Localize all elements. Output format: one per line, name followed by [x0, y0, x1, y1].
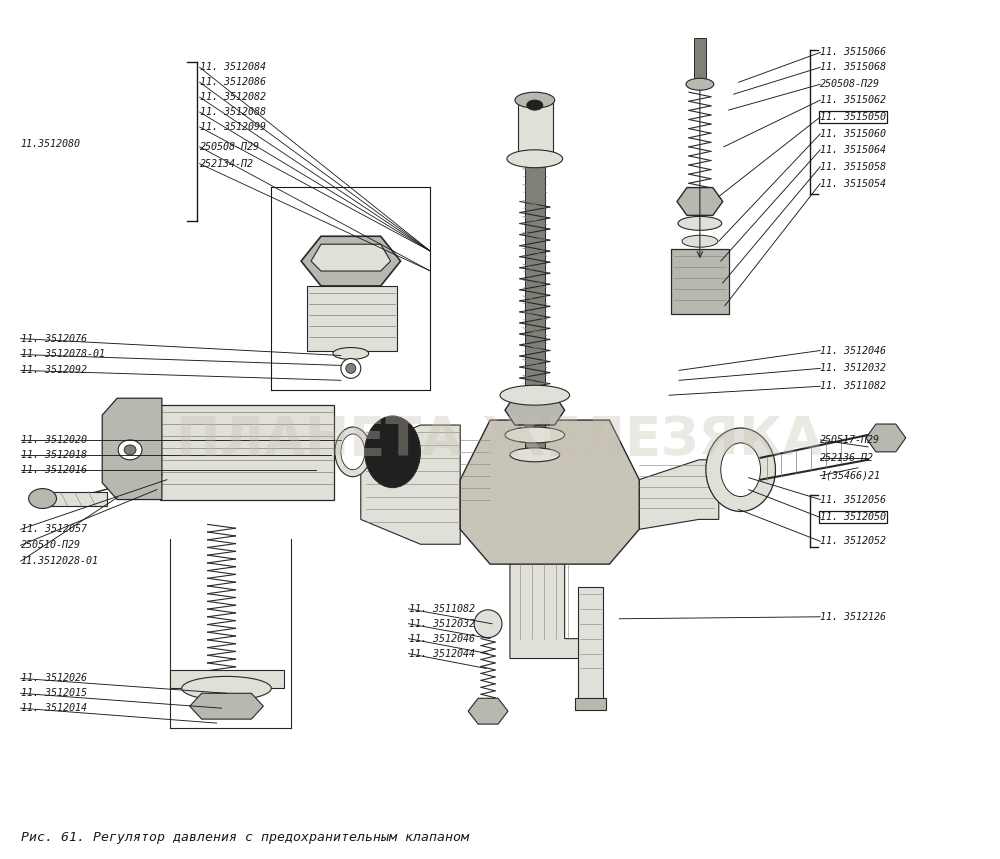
Text: 11. 3512092: 11. 3512092: [21, 365, 87, 375]
Ellipse shape: [474, 610, 502, 637]
Text: 11. 3512015: 11. 3512015: [21, 688, 87, 698]
Text: 11. 3512046: 11. 3512046: [409, 634, 475, 643]
Text: 11. 3515060: 11. 3515060: [820, 129, 886, 139]
Text: 11. 3512026: 11. 3512026: [21, 673, 87, 684]
Text: 252136-П2: 252136-П2: [820, 453, 874, 463]
Text: 11. 3512018: 11. 3512018: [21, 450, 87, 460]
Text: 11. 3512076: 11. 3512076: [21, 333, 87, 344]
Text: 1(35466)21: 1(35466)21: [820, 471, 880, 481]
Text: 11. 3512052: 11. 3512052: [820, 536, 886, 546]
Bar: [578, 587, 603, 701]
Text: 250517-П29: 250517-П29: [820, 435, 880, 445]
Polygon shape: [361, 425, 460, 545]
Polygon shape: [505, 395, 565, 425]
Polygon shape: [102, 399, 162, 500]
Bar: [518, 102, 553, 161]
Text: 11. 3512057: 11. 3512057: [21, 524, 87, 534]
Text: 11. 3512086: 11. 3512086: [200, 77, 266, 88]
Text: 11. 3512082: 11. 3512082: [200, 92, 266, 102]
Text: 11. 3515050: 11. 3515050: [820, 112, 886, 122]
Ellipse shape: [341, 358, 361, 378]
Text: 11. 3512126: 11. 3512126: [820, 612, 886, 622]
Ellipse shape: [721, 443, 761, 497]
Text: 11. 3511082: 11. 3511082: [409, 604, 475, 614]
Text: 11. 3515064: 11. 3515064: [820, 145, 886, 155]
Ellipse shape: [682, 235, 718, 247]
Ellipse shape: [686, 78, 714, 90]
Text: 11. 3515062: 11. 3515062: [820, 95, 886, 105]
Text: 11. 3512056: 11. 3512056: [820, 495, 886, 504]
Bar: [694, 38, 706, 82]
Ellipse shape: [510, 448, 560, 462]
Text: 11. 3512020: 11. 3512020: [21, 435, 87, 445]
Polygon shape: [866, 424, 906, 452]
Text: 11. 3512032: 11. 3512032: [409, 618, 475, 629]
Polygon shape: [468, 698, 508, 724]
Text: 11. 3512032: 11. 3512032: [820, 363, 886, 374]
Polygon shape: [639, 460, 719, 529]
Ellipse shape: [346, 363, 356, 374]
Ellipse shape: [29, 489, 56, 509]
Polygon shape: [190, 693, 263, 719]
Ellipse shape: [182, 676, 271, 700]
Text: 250508-П29: 250508-П29: [200, 142, 260, 152]
Text: 11. 3512046: 11. 3512046: [820, 345, 886, 356]
Ellipse shape: [515, 92, 555, 108]
Text: ПЛАНЕТА ЖЕЛЕЗЯКА: ПЛАНЕТА ЖЕЛЕЗЯКА: [176, 414, 824, 466]
Text: 11. 3512016: 11. 3512016: [21, 465, 87, 475]
Ellipse shape: [335, 427, 371, 477]
Bar: [43, 491, 107, 505]
Bar: [671, 249, 729, 314]
Ellipse shape: [124, 445, 136, 454]
Ellipse shape: [341, 434, 365, 470]
Text: 11. 3512099: 11. 3512099: [200, 122, 266, 132]
Ellipse shape: [505, 427, 565, 443]
Text: 11. 3511082: 11. 3511082: [820, 381, 886, 392]
Ellipse shape: [507, 149, 563, 168]
Bar: [575, 698, 606, 710]
Text: 250508-П29: 250508-П29: [820, 79, 880, 89]
Ellipse shape: [333, 348, 369, 359]
Polygon shape: [677, 187, 723, 216]
Text: 11. 3515054: 11. 3515054: [820, 179, 886, 189]
Text: 11.3512080: 11.3512080: [21, 139, 81, 149]
Text: 252134-П2: 252134-П2: [200, 159, 254, 168]
Text: 11. 3512084: 11. 3512084: [200, 63, 266, 72]
Polygon shape: [510, 539, 594, 659]
Bar: [170, 670, 284, 688]
Bar: [525, 132, 545, 450]
Polygon shape: [460, 420, 639, 564]
Ellipse shape: [365, 416, 420, 488]
Text: 11. 3515066: 11. 3515066: [820, 47, 886, 58]
Ellipse shape: [706, 428, 775, 511]
Polygon shape: [311, 244, 391, 271]
Text: 11. 3512050: 11. 3512050: [820, 513, 886, 522]
Text: 11. 3512044: 11. 3512044: [409, 649, 475, 659]
Ellipse shape: [118, 440, 142, 460]
Text: 11. 3512014: 11. 3512014: [21, 704, 87, 713]
Text: 11.3512028-01: 11.3512028-01: [21, 556, 99, 566]
Polygon shape: [301, 236, 401, 286]
Text: 11. 3515058: 11. 3515058: [820, 161, 886, 172]
Text: 11. 3512078-01: 11. 3512078-01: [21, 350, 105, 359]
Text: Рис. 61. Регулятор давления с предохранительным клапаном: Рис. 61. Регулятор давления с предохрани…: [21, 831, 469, 844]
Bar: [307, 286, 397, 350]
Ellipse shape: [500, 386, 570, 405]
Text: 11. 3512088: 11. 3512088: [200, 107, 266, 117]
Bar: [160, 405, 334, 500]
Text: 250510-П29: 250510-П29: [21, 540, 81, 551]
Text: 11. 3515068: 11. 3515068: [820, 63, 886, 72]
Ellipse shape: [678, 216, 722, 230]
Ellipse shape: [527, 101, 543, 110]
